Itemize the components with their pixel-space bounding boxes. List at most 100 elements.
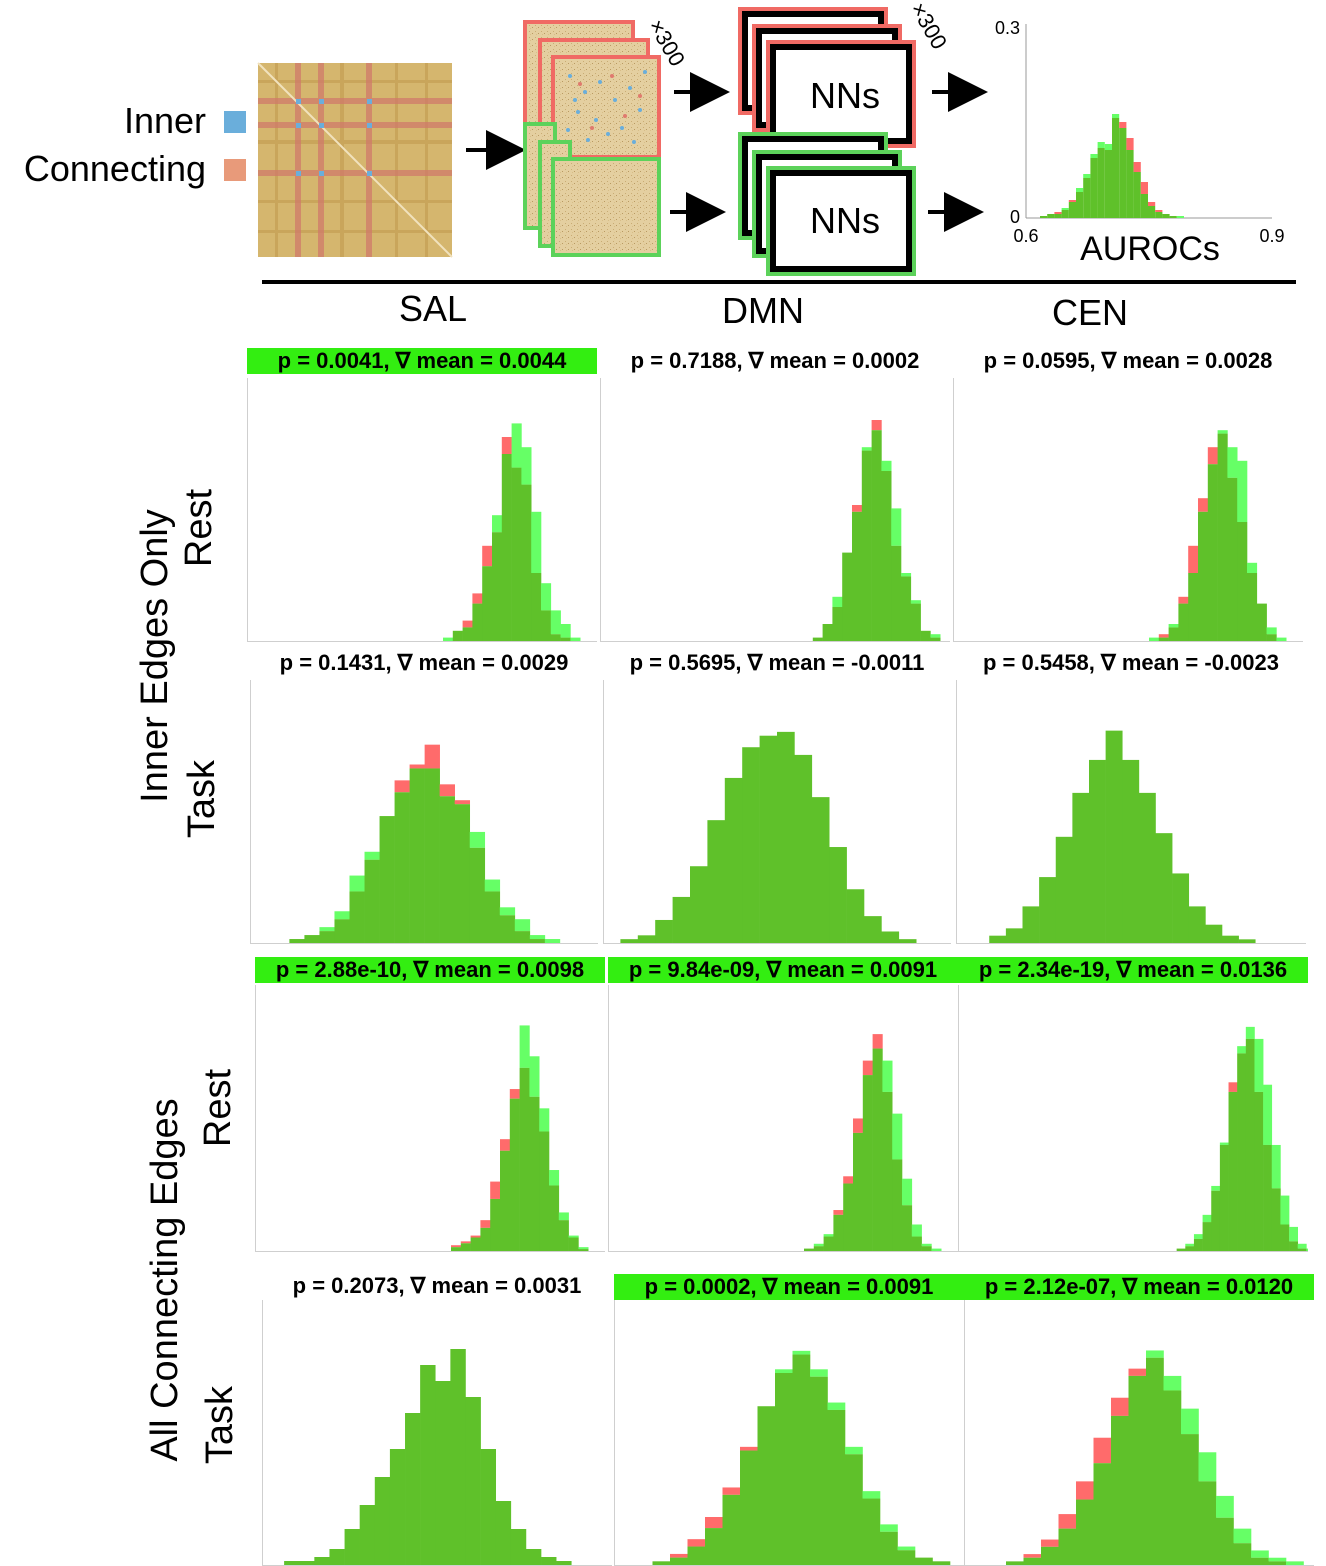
hist-bar xyxy=(490,1198,501,1251)
hist-bar xyxy=(1158,634,1169,638)
hist-bar xyxy=(409,764,425,769)
hist-bar xyxy=(853,1132,864,1251)
mini-hist-bar xyxy=(1090,158,1098,218)
hist-bar xyxy=(521,447,532,485)
hist-bar xyxy=(672,896,691,943)
row-label-task-2: Task xyxy=(199,1385,241,1465)
hist-bar xyxy=(1022,906,1040,943)
hist-bar xyxy=(1268,1557,1287,1562)
hist-bar xyxy=(1254,1038,1264,1092)
hist-bar xyxy=(1202,1222,1212,1251)
row-label-task-1: Task xyxy=(181,759,223,839)
hist-bar xyxy=(525,1549,542,1565)
hist-bar xyxy=(1163,1375,1182,1391)
hist-bar xyxy=(670,1553,688,1558)
hist-bar xyxy=(1185,1243,1195,1247)
hist-bar xyxy=(921,1243,932,1247)
hist-bar xyxy=(813,1243,824,1247)
mini-hist-bar xyxy=(1140,194,1148,218)
hist-bar xyxy=(1076,1499,1094,1565)
hist-bar xyxy=(1198,1481,1217,1565)
hist-bar xyxy=(1266,634,1277,641)
hist-bar xyxy=(1266,627,1277,635)
hist-bar xyxy=(845,1454,863,1565)
mini-hist-bar xyxy=(1126,150,1134,218)
hist-bar xyxy=(812,637,823,641)
hist-bar xyxy=(670,1557,688,1565)
hist-bar xyxy=(1093,1463,1112,1565)
hist-bar xyxy=(1237,1046,1247,1054)
hist-bar xyxy=(480,1449,497,1565)
hist-bar xyxy=(892,1113,903,1160)
hist-bar xyxy=(1211,1185,1221,1191)
hist-bar xyxy=(910,600,921,604)
hist-bar xyxy=(514,919,531,932)
hist-bar xyxy=(451,1247,462,1251)
hist-bar xyxy=(794,754,813,943)
hist-bar xyxy=(1271,1188,1281,1251)
hist-bar xyxy=(329,1549,345,1565)
hist-bar xyxy=(405,1413,421,1565)
hist-bar xyxy=(1193,1234,1203,1239)
mini-hist-bar xyxy=(1040,216,1048,218)
hist-bar xyxy=(1271,1144,1281,1189)
hist-bar xyxy=(492,532,503,641)
hist-bar xyxy=(881,471,892,641)
hist-bar xyxy=(862,1075,873,1251)
masked-samples-red xyxy=(523,20,661,159)
hist-bar xyxy=(460,1241,471,1244)
hist-bar xyxy=(871,430,882,641)
hist-bar xyxy=(842,552,853,641)
panel-axes xyxy=(603,680,951,944)
connectivity-matrix xyxy=(257,62,453,258)
hist-bar xyxy=(843,1176,854,1184)
hist-bar xyxy=(843,1183,854,1251)
mini-hist-bar xyxy=(1155,212,1163,218)
hist-bar xyxy=(394,792,410,943)
mini-hist-bar xyxy=(1061,210,1069,218)
hist-bar xyxy=(1122,759,1140,943)
panel-title: p = 0.7188, ∇ mean = 0.0002 xyxy=(630,348,920,373)
hist-bar xyxy=(833,1214,844,1251)
hist-bar xyxy=(1211,1190,1221,1251)
mini-hist-bar xyxy=(1112,118,1120,218)
hist-bar xyxy=(499,907,516,916)
hist-bar xyxy=(740,1450,758,1565)
hist-bar xyxy=(1006,1561,1024,1565)
hist-bar xyxy=(314,1557,330,1565)
hist-bar xyxy=(1205,924,1223,943)
hist-bar xyxy=(529,939,546,943)
hist-bar xyxy=(897,1546,916,1551)
hist-bar xyxy=(881,460,892,471)
hist-bar xyxy=(544,939,561,943)
mini-hist-bar xyxy=(1140,182,1148,194)
histogram-panel xyxy=(255,985,605,1252)
hist-bar xyxy=(519,1025,530,1068)
hist-bar xyxy=(832,596,843,607)
hist-bar xyxy=(881,931,900,943)
panel-axes xyxy=(956,680,1306,944)
hist-bar xyxy=(823,1234,834,1237)
hist-bar xyxy=(1217,430,1228,434)
hist-bar xyxy=(529,1096,540,1251)
hist-bar xyxy=(1219,1144,1229,1251)
hist-bar xyxy=(389,1449,406,1565)
panel-title: p = 0.0595, ∇ mean = 0.0028 xyxy=(983,348,1273,373)
hist-bar xyxy=(915,1557,933,1565)
hist-bar xyxy=(759,735,778,943)
hist-bar xyxy=(1105,730,1123,943)
panel-title: p = 0.1431, ∇ mean = 0.0029 xyxy=(279,650,569,675)
hist-bar xyxy=(722,1494,741,1565)
hist-bar xyxy=(931,1248,942,1251)
hist-bar xyxy=(864,916,882,943)
hist-bar xyxy=(832,607,843,641)
hist-bar xyxy=(531,511,542,573)
hist-bar xyxy=(1247,562,1258,573)
masked-samples-green xyxy=(523,122,661,257)
hist-bar xyxy=(687,1539,706,1547)
group-label-connecting: All Connecting Edges xyxy=(144,1098,186,1462)
mini-hist-bar xyxy=(1176,216,1184,218)
hist-bar xyxy=(902,1205,913,1251)
hist-bar xyxy=(462,627,473,641)
hist-bar xyxy=(757,1406,776,1565)
